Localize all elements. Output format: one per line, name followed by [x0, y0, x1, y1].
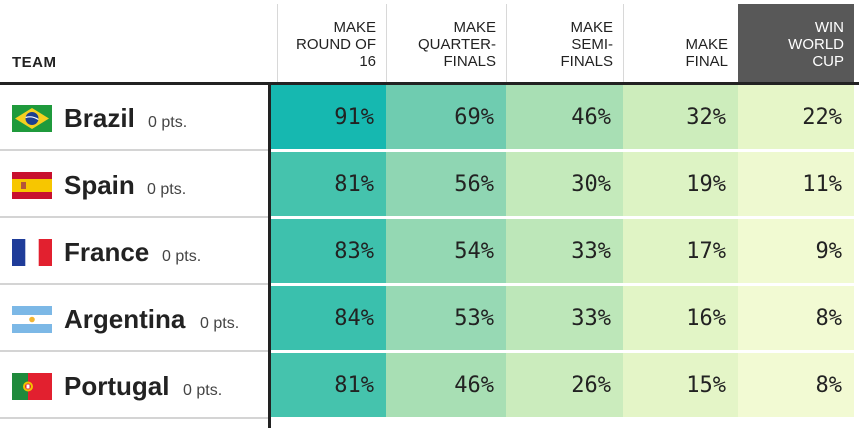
header-label: MAKE SEMI- FINALS: [560, 19, 613, 70]
row-divider: [0, 350, 268, 352]
semifinals-cell: 33%: [506, 286, 623, 352]
team-name: Argentina: [64, 304, 186, 334]
final-cell: 17%: [623, 219, 738, 285]
table-row[interactable]: Argentina 0 pts. 84% 53% 33% 16% 8%: [0, 286, 859, 352]
table-row[interactable]: Portugal 0 pts. 81% 46% 26% 15% 8%: [0, 353, 859, 419]
team-points: 0 pts.: [147, 181, 187, 198]
round-of-16-cell: 91%: [271, 85, 386, 151]
row-divider: [0, 216, 268, 218]
final-cell: 16%: [623, 286, 738, 352]
round-of-16-cell: 84%: [271, 286, 386, 352]
semifinals-cell: 46%: [506, 85, 623, 151]
win-cup-cell: 8%: [738, 286, 854, 352]
team-name: France: [64, 237, 150, 267]
semifinals-cell: 26%: [506, 353, 623, 419]
team-points: 0 pts.: [148, 114, 188, 131]
header-semifinals[interactable]: MAKE SEMI- FINALS: [506, 4, 623, 82]
header-round-of-16[interactable]: MAKE ROUND OF 16: [277, 4, 386, 82]
team-name: Spain: [64, 170, 135, 200]
semifinals-cell: 33%: [506, 219, 623, 285]
spain-flag-icon: [12, 172, 52, 199]
quarterfinals-cell: 46%: [386, 353, 506, 419]
quarterfinals-cell: 53%: [386, 286, 506, 352]
header-quarterfinals[interactable]: MAKE QUARTER- FINALS: [386, 4, 506, 82]
round-of-16-cell: 81%: [271, 152, 386, 218]
table-row[interactable]: France 0 pts. 83% 54% 33% 17% 9%: [0, 219, 859, 285]
row-divider: [0, 283, 268, 285]
final-cell: 19%: [623, 152, 738, 218]
quarterfinals-cell: 69%: [386, 85, 506, 151]
table-row[interactable]: Brazil 0 pts. 91% 69% 46% 32% 22%: [0, 85, 859, 151]
win-cup-cell: 11%: [738, 152, 854, 218]
header-divider: [0, 82, 859, 85]
quarterfinals-cell: 56%: [386, 152, 506, 218]
row-divider: [0, 417, 268, 419]
portugal-flag-icon: [12, 373, 52, 400]
quarterfinals-cell: 54%: [386, 219, 506, 285]
header-label: MAKE ROUND OF 16: [296, 19, 376, 70]
round-of-16-cell: 83%: [271, 219, 386, 285]
final-cell: 32%: [623, 85, 738, 151]
header-label: WIN WORLD CUP: [788, 19, 844, 70]
team-points: 0 pts.: [162, 248, 202, 265]
team-name: Portugal: [64, 371, 170, 401]
france-flag-icon: [12, 239, 52, 266]
team-column-divider: [268, 85, 271, 428]
team-points: 0 pts.: [200, 315, 240, 332]
team-column-header: TEAM: [12, 54, 57, 71]
header-label: MAKE QUARTER- FINALS: [417, 19, 496, 70]
row-divider: [0, 149, 268, 151]
final-cell: 15%: [623, 353, 738, 419]
argentina-flag-icon: [12, 306, 52, 333]
win-cup-cell: 8%: [738, 353, 854, 419]
table-row[interactable]: Spain 0 pts. 81% 56% 30% 19% 11%: [0, 152, 859, 218]
header-final[interactable]: MAKE FINAL: [623, 4, 738, 82]
round-of-16-cell: 81%: [271, 353, 386, 419]
header-win-world-cup[interactable]: WIN WORLD CUP: [738, 4, 854, 82]
win-cup-cell: 9%: [738, 219, 854, 285]
team-points: 0 pts.: [183, 382, 223, 399]
brazil-flag-icon: [12, 105, 52, 132]
header-label: MAKE FINAL: [685, 36, 728, 70]
win-cup-cell: 22%: [738, 85, 854, 151]
team-name: Brazil: [64, 103, 135, 133]
semifinals-cell: 30%: [506, 152, 623, 218]
